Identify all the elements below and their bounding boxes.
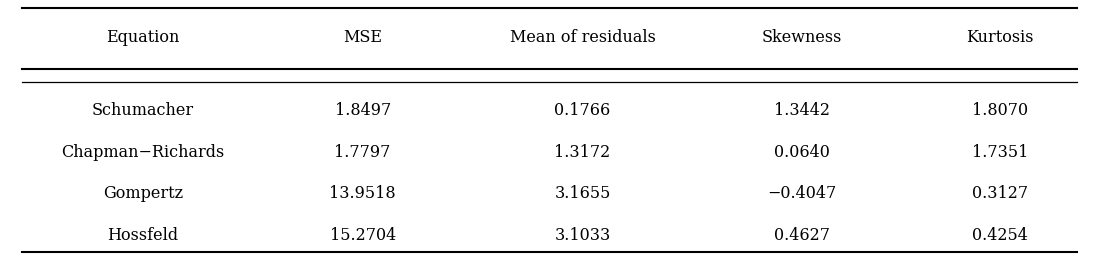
Text: 15.2704: 15.2704 [330,227,396,244]
Text: 1.8497: 1.8497 [334,102,391,119]
Text: 0.4254: 0.4254 [973,227,1028,244]
Text: 1.8070: 1.8070 [972,102,1029,119]
Text: Kurtosis: Kurtosis [966,29,1034,46]
Text: 13.9518: 13.9518 [330,185,396,202]
Text: 3.1655: 3.1655 [554,185,611,202]
Text: 1.3442: 1.3442 [775,102,830,119]
Text: Equation: Equation [107,29,179,46]
Text: Hossfeld: Hossfeld [108,227,178,244]
Text: 3.1033: 3.1033 [554,227,611,244]
Text: 1.7351: 1.7351 [972,144,1029,161]
Text: 0.3127: 0.3127 [972,185,1029,202]
Text: 1.7797: 1.7797 [334,144,391,161]
Text: Chapman−Richards: Chapman−Richards [62,144,224,161]
Text: Skewness: Skewness [762,29,843,46]
Text: Schumacher: Schumacher [92,102,193,119]
Text: 1.3172: 1.3172 [554,144,611,161]
Text: 0.0640: 0.0640 [775,144,830,161]
Text: MSE: MSE [343,29,382,46]
Text: −0.4047: −0.4047 [767,185,837,202]
Text: 0.4627: 0.4627 [775,227,830,244]
Text: 0.1766: 0.1766 [554,102,611,119]
Text: Gompertz: Gompertz [103,185,182,202]
Text: Mean of residuals: Mean of residuals [510,29,655,46]
